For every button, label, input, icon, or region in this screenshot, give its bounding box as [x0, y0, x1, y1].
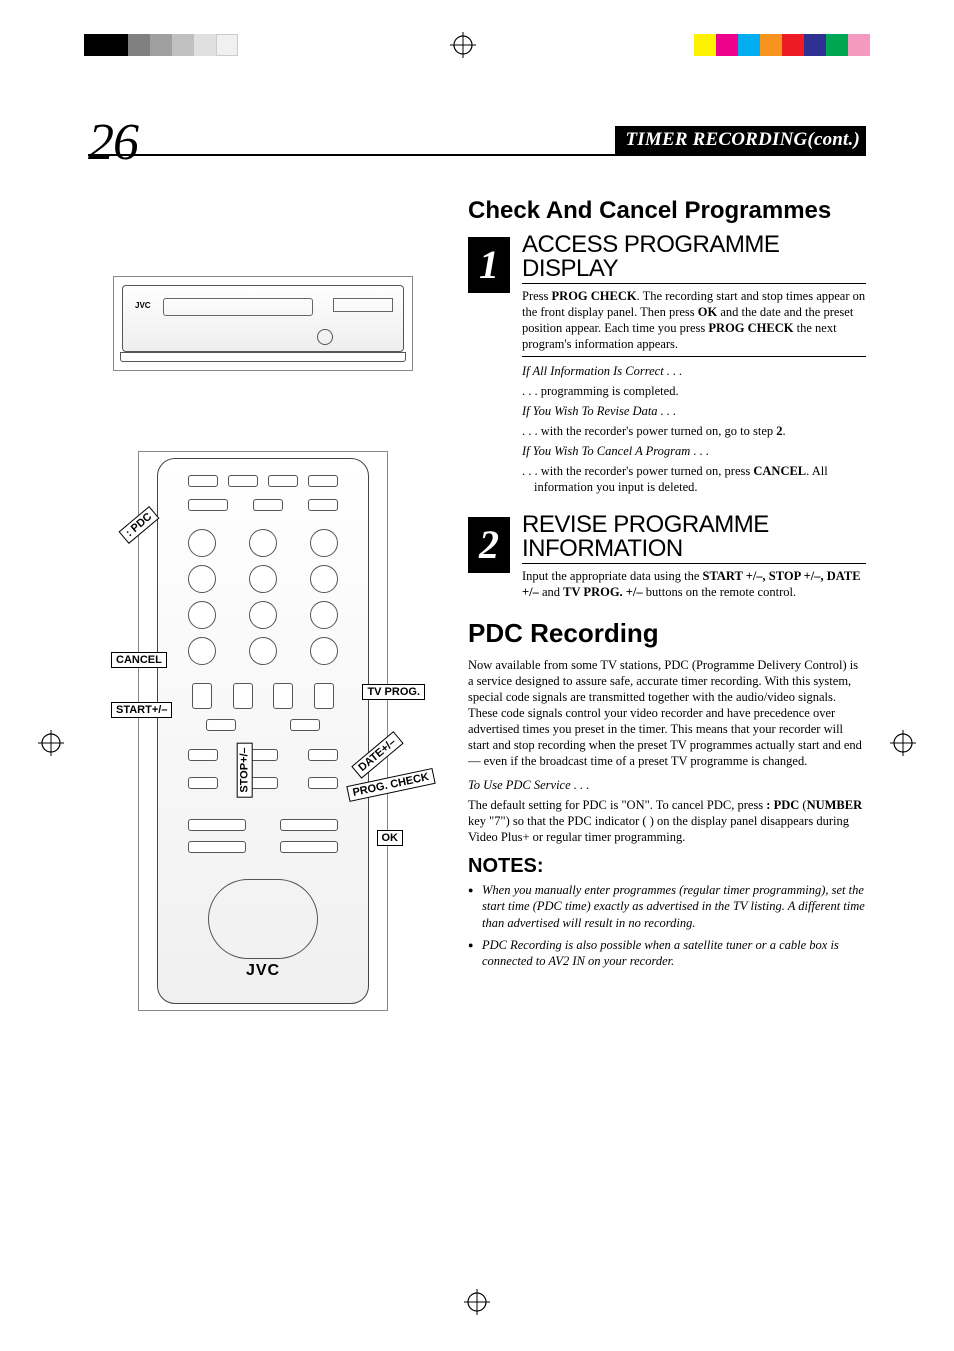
step-1-cond-2-res: . . . with the recorder's power turned o… — [522, 423, 866, 439]
page-number: 26 — [88, 122, 138, 164]
step-1-cond-3: If You Wish To Cancel A Program . . . — [522, 443, 866, 459]
note-item: When you manually enter programmes (regu… — [482, 882, 866, 931]
step-1-cond-2: If You Wish To Revise Data . . . — [522, 403, 866, 419]
note-item: PDC Recording is also possible when a sa… — [482, 937, 866, 970]
step-1-body: Press PROG CHECK. The recording start an… — [522, 288, 866, 352]
callout-tv-prog: TV PROG. — [362, 684, 425, 700]
right-column: Check And Cancel Programmes 1 ACCESS PRO… — [468, 198, 866, 1011]
step-2-title: REVISE PROGRAMME INFORMATION — [522, 513, 866, 564]
register-crosshair-icon — [464, 1289, 490, 1315]
step-2: 2 REVISE PROGRAMME INFORMATION Input the… — [468, 513, 866, 604]
step-1-cond-1-res: . . . programming is completed. — [522, 383, 866, 399]
left-column: JVC — [88, 198, 438, 1011]
step-1-title: ACCESS PROGRAMME DISPLAY — [522, 233, 866, 284]
callout-stop-pm: STOP+/– — [237, 742, 253, 797]
heading-pdc-recording: PDC Recording — [468, 620, 866, 647]
callout-start-pm: START+/– — [111, 702, 172, 718]
step-1-cond-1: If All Information Is Correct . . . — [522, 363, 866, 379]
page-body: 26 TIMER RECORDING(cont.) JVC — [88, 106, 866, 1011]
registration-marks-bottom — [0, 1289, 954, 1317]
register-crosshair-icon — [890, 730, 916, 756]
heading-notes: NOTES: — [468, 855, 866, 878]
register-crosshair-icon — [38, 730, 64, 756]
callout-ok: OK — [377, 830, 404, 846]
pdc-body: Now available from some TV stations, PDC… — [468, 657, 866, 769]
vcr-brand-logo: JVC — [135, 301, 151, 310]
callout-pdc: : PDC — [119, 506, 160, 544]
color-swatches — [694, 34, 870, 56]
pdc-use-body: The default setting for PDC is "ON". To … — [468, 797, 866, 845]
grayscale-swatches — [84, 34, 238, 56]
callout-cancel: CANCEL — [111, 652, 167, 668]
pdc-use-label: To Use PDC Service . . . — [468, 777, 866, 793]
remote-brand-logo: JVC — [139, 962, 387, 980]
registration-marks-top — [0, 34, 954, 62]
vcr-illustration: JVC — [113, 276, 413, 371]
step-1-cond-3-res: . . . with the recorder's power turned o… — [522, 463, 866, 495]
divider — [522, 356, 866, 357]
remote-illustration: JVC : PDC CANCEL START+/– TV PROG. DATE+… — [138, 451, 388, 1011]
step-2-body: Input the appropriate data using the STA… — [522, 568, 866, 600]
step-1: 1 ACCESS PROGRAMME DISPLAY Press PROG CH… — [468, 233, 866, 499]
notes-list: When you manually enter programmes (regu… — [468, 882, 866, 969]
page-header: 26 TIMER RECORDING(cont.) — [88, 154, 866, 198]
heading-check-cancel: Check And Cancel Programmes — [468, 198, 866, 223]
step-number-2: 2 — [468, 517, 510, 573]
register-crosshair-icon — [450, 32, 476, 58]
section-running-head: TIMER RECORDING(cont.) — [615, 126, 866, 155]
step-number-1: 1 — [468, 237, 510, 293]
